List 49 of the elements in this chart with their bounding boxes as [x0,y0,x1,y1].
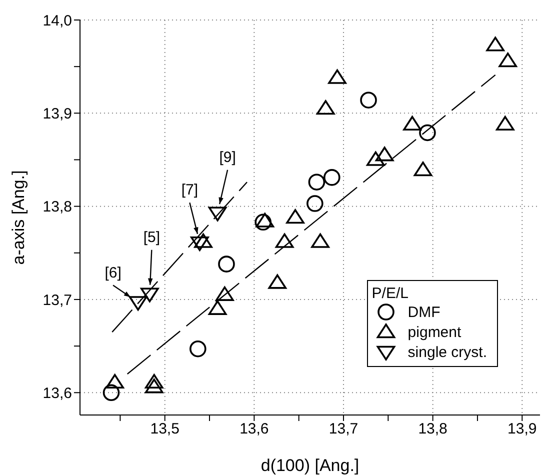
point [144,374,164,389]
legend-label: single cryst. [408,344,487,360]
x-tick-label: 13,5 [150,420,180,438]
annotation: [9] [219,148,236,166]
point [190,340,206,358]
y-tick-label: 14,0 [42,12,72,30]
point [498,52,517,68]
point [208,300,227,315]
point [366,151,385,166]
point [323,169,340,186]
point [419,124,436,142]
y-tick-label: 13,9 [42,105,72,122]
point [403,116,422,130]
point [194,233,212,248]
point [268,274,287,289]
point [375,146,394,162]
annotation: [6] [104,264,122,282]
point [218,256,235,272]
y-tick-label: 13,7 [42,292,72,309]
legend-label: DMF [408,304,440,320]
x-tick-label: 13,8 [418,420,448,438]
legend-title: P/E/L [372,285,410,302]
point [328,69,346,84]
point [216,286,234,301]
point [496,116,514,130]
annotation: [7] [181,182,198,199]
point [414,162,432,176]
y-tick-label: 13,8 [42,198,72,216]
point [254,214,272,231]
x-tick-label: 13,6 [240,420,269,438]
x-axis-title: d(100) [Ang.] [260,456,360,475]
point [275,233,294,248]
point [316,100,335,115]
y-axis-title: a-axis [Ang.] [9,170,28,265]
point [311,233,330,248]
point [102,384,120,402]
point [144,378,164,394]
x-tick-label: 13,9 [508,420,537,438]
y-tick-label: 13,6 [42,384,72,402]
point [106,374,124,389]
point [286,209,304,224]
legend-label: pigment [408,324,462,340]
point [360,92,377,109]
point [486,36,504,52]
annotation: [5] [143,228,160,246]
point [308,174,326,190]
point [306,195,324,212]
point [256,212,274,228]
x-tick-label: 13,7 [328,420,358,438]
